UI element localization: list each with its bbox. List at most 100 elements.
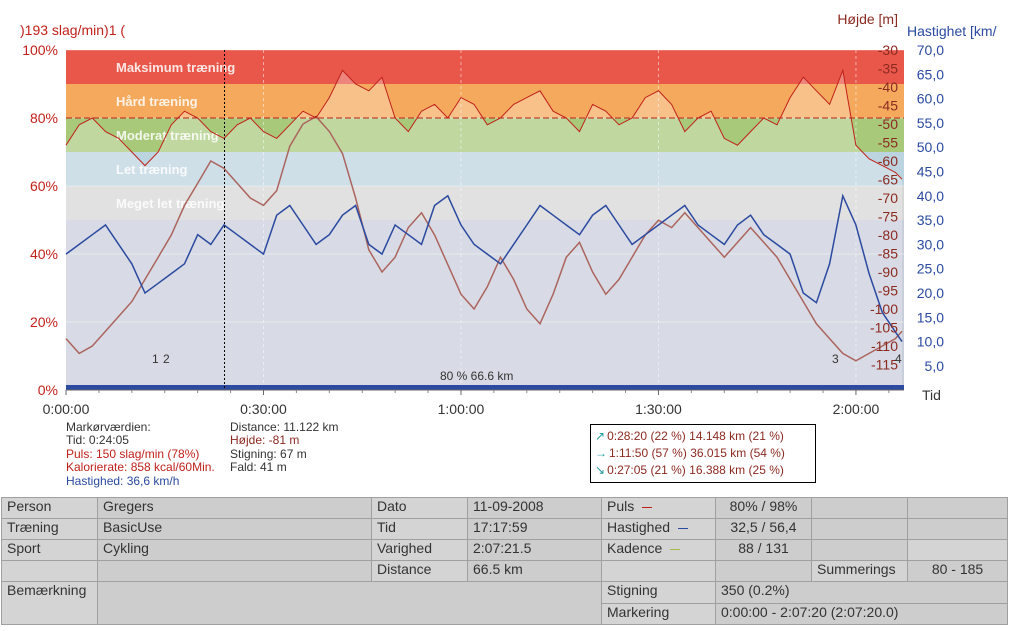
- table-row: Markering 0:00:00 - 2:07:20 (2:07:20.0): [2, 602, 1008, 625]
- altitude-axis-title: Højde [m]: [837, 11, 898, 27]
- distance-label: Distance: [371, 560, 468, 582]
- table-row: Bemærkning Stigning 350 (0.2%): [1, 581, 1008, 625]
- x-tick-label: 1:00:00: [438, 401, 485, 417]
- altitude-tick-label: -105: [870, 320, 898, 336]
- zone-label: Let træning: [116, 162, 188, 177]
- cadence-legend-mark: [670, 548, 681, 550]
- speed-label: Hastighed: [601, 518, 716, 540]
- altitude-tick-label: -45: [878, 98, 898, 114]
- x-tick-label: 2:00:00: [833, 401, 880, 417]
- person-label: Person: [1, 497, 98, 519]
- zone-band: [66, 118, 904, 152]
- left-tick-label: 60%: [30, 178, 58, 194]
- workout-chart[interactable]: Maksimum træning Hård træning Moderat træn…: [0, 0, 1010, 420]
- annotations: 1 2 3 4 80 % 66.6 km: [152, 50, 902, 390]
- cadence-label: Kadence: [601, 539, 716, 561]
- marker-calories: Kalorierate: 858 kcal/60Min.: [66, 460, 215, 475]
- x-tick-label: 0:30:00: [240, 401, 287, 417]
- altitude-tick-label: -100: [870, 301, 898, 317]
- marker-values: Markørværdien: Tid: 0:24:05 Puls: 150 sl…: [66, 420, 215, 488]
- left-tick-label: 20%: [30, 314, 58, 330]
- split-time-pct: (57 %): [651, 446, 687, 460]
- lap-marker: 3: [832, 352, 839, 366]
- marker-altitude: Højde: -81 m: [230, 433, 300, 448]
- split-time: 1:11:50: [609, 446, 649, 460]
- empty-cell: [811, 497, 908, 519]
- speed-tick-label: 60,0: [917, 91, 944, 107]
- empty-cell: [97, 560, 372, 582]
- altitude-tick-label: -75: [878, 209, 898, 225]
- marker-distance: Distance: 11.122 km: [230, 420, 339, 434]
- split-distance: 36.015 km: [690, 446, 747, 460]
- empty-cell: [811, 518, 908, 540]
- altitude-tick-label: -65: [878, 172, 898, 188]
- split-row-up: ↗ 0:28:20 (22 %) 14.148 km (21 %): [595, 429, 784, 443]
- speed-tick-label: 55,0: [917, 115, 944, 131]
- speed-tick-label: 45,0: [917, 164, 944, 180]
- down-arrow-icon: ↘: [595, 463, 606, 477]
- training-label: Træning: [1, 518, 98, 540]
- empty-cell: [715, 560, 812, 582]
- split-time: 0:27:05: [607, 463, 648, 477]
- altitude-tick-label: -80: [878, 227, 898, 243]
- date-value: 11-09-2008: [467, 497, 602, 519]
- split-row-flat: → 1:11:50 (57 %) 36.015 km (54 %): [595, 446, 785, 460]
- altitude-series: [65, 115, 903, 362]
- time-value: 17:17:59: [467, 518, 602, 540]
- speed-tick-label: 65,0: [917, 66, 944, 82]
- altitude-tick-label: -95: [878, 283, 898, 299]
- speed-tick-label: 50,0: [917, 139, 944, 155]
- left-tick-label: 40%: [30, 246, 58, 262]
- altitude-tick-label: -90: [878, 264, 898, 280]
- split-dist-pct: (54 %): [749, 446, 785, 460]
- zone-band: [66, 84, 904, 118]
- duration-value: 2:07:21.5: [467, 539, 602, 561]
- pulse-value: 80% / 98%: [715, 497, 812, 519]
- empty-cell: [907, 539, 1008, 561]
- training-value: BasicUse: [97, 518, 372, 540]
- speed-tick-label: 35,0: [917, 212, 944, 228]
- altitude-tick-label: -50: [878, 116, 898, 132]
- marker-values-2: Distance: 11.122 km Højde: -81 m Stignin…: [230, 420, 339, 475]
- lap-marker: 2: [163, 352, 170, 366]
- altitude-tick-label: -35: [878, 61, 898, 77]
- speed-legend-mark: [678, 527, 689, 529]
- left-tick-label: 80%: [30, 110, 58, 126]
- speed-tick-label: 30,0: [917, 236, 944, 252]
- split-time-pct: (21 %): [650, 463, 686, 477]
- empty-cell: [1, 560, 98, 582]
- right-arrow-icon: →: [595, 446, 607, 460]
- altitude-line: [65, 115, 903, 362]
- person-value: Gregers: [97, 497, 372, 519]
- left-tick-label: 100%: [22, 42, 58, 58]
- distance-bar: [66, 385, 904, 390]
- remark-label: Bemærkning: [1, 581, 98, 625]
- speed-series: [65, 193, 903, 343]
- pulse-legend-mark: [642, 506, 653, 508]
- speed-tick-label: 5,0: [925, 358, 945, 374]
- split-row-down: ↘ 0:27:05 (21 %) 16.388 km (25 %): [595, 463, 784, 477]
- altitude-tick-label: -30: [878, 42, 898, 58]
- altitude-tick-label: -60: [878, 153, 898, 169]
- x-tick-label: 0:00:00: [43, 401, 90, 417]
- split-distance: 16.388 km: [689, 463, 746, 477]
- speed-value: 32,5 / 56,4: [715, 518, 812, 540]
- split-time-pct: (22 %): [650, 429, 686, 443]
- sum-value: 80 - 185: [907, 560, 1008, 582]
- speed-tick-label: 40,0: [917, 188, 944, 204]
- split-time: 0:28:20: [607, 429, 648, 443]
- empty-cell: [601, 560, 716, 582]
- distance-value: 66.5 km: [467, 560, 602, 582]
- time-label: Tid: [371, 518, 468, 540]
- speed-tick-label: 70,0: [917, 42, 944, 58]
- sport-label: Sport: [1, 539, 98, 561]
- heart-rate-line: [65, 68, 903, 180]
- marking-value: 0:00:00 - 2:07:20 (2:07:20.0): [715, 602, 1008, 625]
- altitude-tick-label: -70: [878, 190, 898, 206]
- empty-cell: [907, 497, 1008, 519]
- remark-value[interactable]: [97, 581, 602, 625]
- heart-rate-area: [66, 70, 902, 391]
- split-summary-box: ↗ 0:28:20 (22 %) 14.148 km (21 %) → 1:11:5…: [590, 424, 816, 483]
- x-axis-title: Tid: [922, 387, 941, 403]
- split-dist-pct: (21 %): [748, 429, 784, 443]
